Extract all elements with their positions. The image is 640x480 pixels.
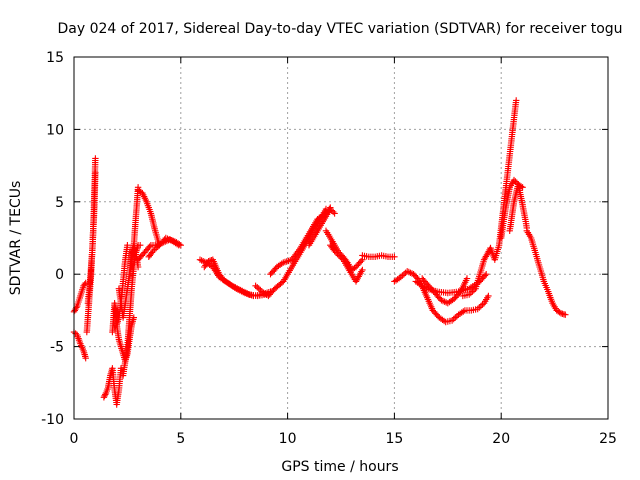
data-point — [102, 391, 109, 398]
y-axis-label: SDTVAR / TECUs — [8, 181, 24, 296]
data-point — [519, 184, 526, 191]
data-segment — [523, 227, 569, 318]
data-point — [101, 392, 108, 399]
data-point — [146, 243, 153, 250]
data-segment — [100, 365, 125, 408]
data-point — [334, 250, 341, 258]
data-segment — [391, 268, 492, 326]
x-tick-label: 25 — [599, 431, 617, 447]
data-point — [332, 249, 340, 256]
data-segment — [267, 204, 334, 278]
data-point — [134, 263, 142, 271]
y-tick-label: 15 — [46, 50, 64, 66]
y-tick-label: -10 — [41, 412, 64, 428]
data-point — [359, 266, 366, 274]
data-point — [337, 253, 344, 260]
data-segment — [201, 256, 270, 300]
data-point — [452, 314, 459, 321]
data-point — [219, 275, 226, 282]
plot-border — [73, 56, 609, 420]
data-segment — [134, 236, 184, 263]
data-point — [517, 183, 525, 190]
data-segment — [459, 244, 494, 300]
data-point — [100, 394, 108, 401]
data-segment — [83, 155, 99, 336]
data-point — [81, 281, 88, 288]
data-point — [92, 169, 99, 176]
data-point — [175, 242, 182, 249]
chart-title: Day 024 of 2017, Sidereal Day-to-day VTE… — [57, 21, 622, 37]
x-tick-label: 20 — [492, 431, 510, 447]
data-segment — [305, 205, 338, 249]
data-point — [463, 275, 471, 282]
data-segment — [322, 227, 366, 274]
y-tick-label: 0 — [55, 267, 64, 283]
data-point — [510, 176, 518, 184]
y-tick-label: -5 — [50, 340, 64, 356]
data-point — [477, 302, 485, 310]
data-point — [513, 97, 520, 104]
data-point — [117, 365, 125, 372]
data-segment — [327, 242, 366, 285]
x-tick-label: 10 — [279, 431, 297, 447]
data-point — [512, 178, 519, 185]
data-point — [328, 207, 335, 214]
data-point — [254, 284, 261, 291]
x-tick-label: 0 — [70, 431, 79, 447]
data-segment — [134, 187, 163, 249]
data-segment — [498, 176, 530, 242]
data-point — [357, 258, 365, 265]
data-point — [330, 208, 337, 216]
data-segment — [84, 169, 99, 307]
data-point — [335, 252, 343, 259]
data-point — [483, 271, 490, 278]
data-point — [124, 242, 131, 249]
data-segment — [113, 314, 137, 365]
data-points — [70, 97, 569, 408]
data-point — [327, 205, 334, 213]
data-segment — [145, 234, 182, 260]
data-point — [456, 289, 463, 297]
data-point — [331, 210, 338, 217]
x-tick-label: 15 — [385, 431, 403, 447]
y-tick-label: 5 — [55, 195, 64, 211]
y-tick-label: 10 — [46, 122, 64, 138]
data-point — [391, 253, 398, 260]
data-point — [252, 282, 259, 289]
x-axis-label: GPS time / hours — [281, 459, 398, 475]
data-point — [82, 355, 89, 362]
data-segment — [359, 252, 398, 260]
data-point — [137, 242, 144, 249]
grid-lines — [74, 57, 608, 419]
data-point — [562, 311, 569, 318]
data-segment — [419, 275, 471, 307]
data-point — [481, 272, 489, 279]
data-point — [485, 292, 492, 300]
x-tick-label: 5 — [176, 431, 185, 447]
data-point — [556, 309, 563, 316]
data-point — [407, 269, 414, 276]
data-point — [331, 247, 338, 255]
data-segment — [506, 181, 526, 234]
data-point — [255, 285, 262, 292]
data-point — [92, 155, 99, 162]
